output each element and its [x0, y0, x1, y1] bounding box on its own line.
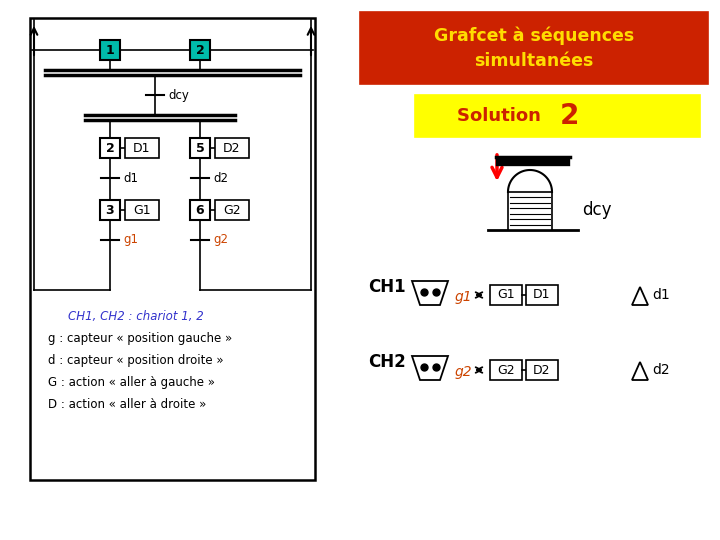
Text: d1: d1: [652, 288, 670, 302]
Text: D2: D2: [223, 141, 240, 154]
Text: CH1, CH2 : chariot 1, 2: CH1, CH2 : chariot 1, 2: [68, 310, 204, 323]
Text: G : action « aller à gauche »: G : action « aller à gauche »: [48, 376, 215, 389]
Text: G1: G1: [133, 204, 150, 217]
Polygon shape: [412, 281, 448, 305]
Text: g2: g2: [213, 233, 228, 246]
Polygon shape: [412, 356, 448, 380]
Text: g : capteur « position gauche »: g : capteur « position gauche »: [48, 332, 233, 345]
Bar: [190, 200, 210, 220]
Text: 2: 2: [196, 44, 204, 57]
Text: g1: g1: [123, 233, 138, 246]
Text: D1: D1: [133, 141, 150, 154]
Text: dcy: dcy: [168, 89, 189, 102]
Text: CH2: CH2: [368, 353, 406, 371]
Text: dcy: dcy: [582, 201, 611, 219]
Text: D2: D2: [534, 363, 551, 376]
Text: 2: 2: [106, 141, 114, 154]
Bar: [190, 40, 210, 60]
Text: D1: D1: [534, 288, 551, 301]
Bar: [100, 138, 120, 158]
Text: 2: 2: [560, 102, 579, 130]
Text: d : capteur « position droite »: d : capteur « position droite »: [48, 354, 224, 367]
Text: G2: G2: [223, 204, 240, 217]
Bar: [190, 138, 210, 158]
Text: D : action « aller à droite »: D : action « aller à droite »: [48, 398, 207, 411]
Text: Grafcet à séquences
simultanées: Grafcet à séquences simultanées: [434, 26, 634, 70]
Bar: [526, 285, 558, 305]
Text: 5: 5: [196, 141, 204, 154]
Bar: [526, 360, 558, 380]
Text: CH1: CH1: [368, 278, 405, 296]
Text: g1: g1: [455, 290, 472, 304]
Text: 3: 3: [106, 204, 114, 217]
Bar: [508, 192, 552, 230]
Text: g2: g2: [455, 365, 472, 379]
Text: G1: G1: [498, 288, 515, 301]
Text: d2: d2: [652, 363, 670, 377]
Text: 6: 6: [196, 204, 204, 217]
Text: 1: 1: [106, 44, 114, 57]
Text: d2: d2: [213, 172, 228, 185]
Polygon shape: [632, 287, 648, 305]
Bar: [490, 285, 522, 305]
Bar: [490, 360, 522, 380]
Text: G2: G2: [498, 363, 515, 376]
Bar: [360, 12, 708, 84]
Bar: [415, 95, 700, 137]
Bar: [30, 18, 315, 480]
Bar: [215, 138, 249, 158]
Polygon shape: [632, 362, 648, 380]
Bar: [125, 200, 159, 220]
Bar: [125, 138, 159, 158]
Bar: [100, 40, 120, 60]
Bar: [100, 200, 120, 220]
Text: Solution: Solution: [457, 107, 547, 125]
Bar: [215, 200, 249, 220]
Text: d1: d1: [123, 172, 138, 185]
